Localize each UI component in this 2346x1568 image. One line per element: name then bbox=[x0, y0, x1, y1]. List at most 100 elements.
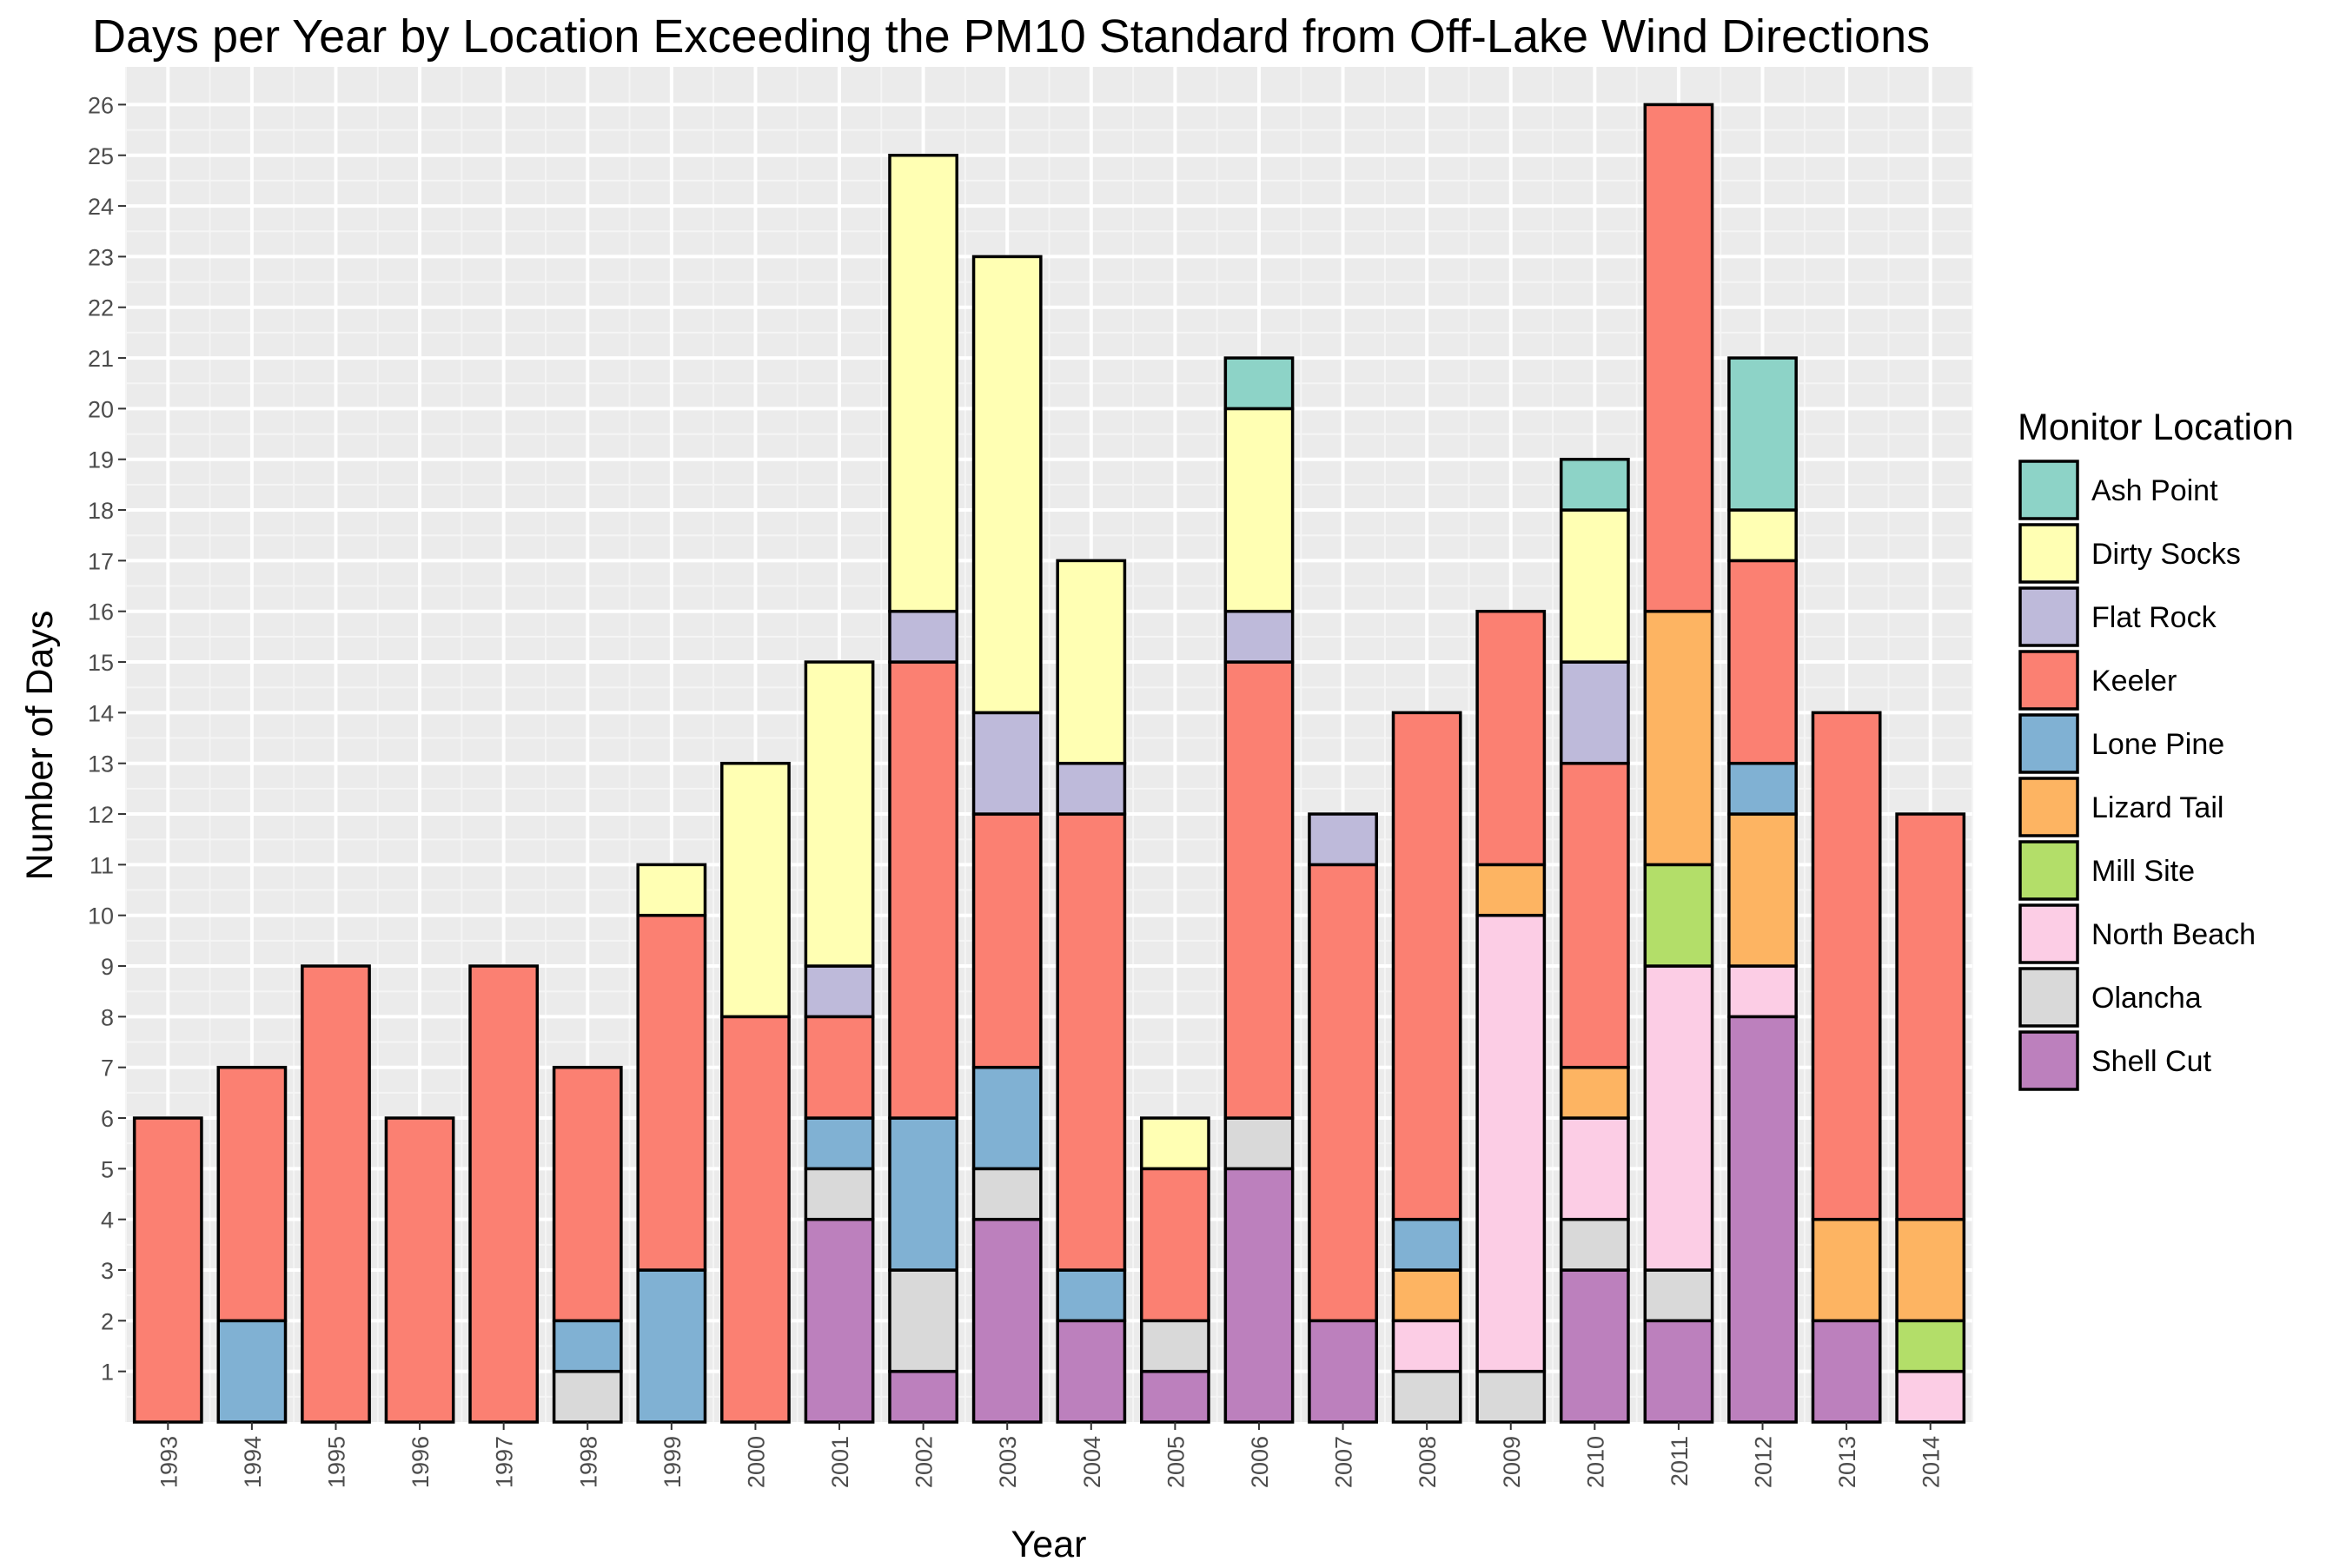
bar-segment bbox=[1727, 508, 1798, 563]
bar-segment bbox=[720, 1015, 791, 1424]
bar-segment bbox=[1811, 1217, 1882, 1323]
bar-segment bbox=[1643, 103, 1714, 613]
bar-segment bbox=[1643, 1319, 1714, 1424]
y-tick-label: 13 bbox=[88, 751, 114, 777]
y-tick-label: 10 bbox=[88, 903, 114, 930]
y-tick-label: 19 bbox=[88, 447, 114, 473]
x-tick-label: 1993 bbox=[156, 1436, 182, 1488]
legend-key bbox=[2018, 777, 2079, 837]
bar-segment bbox=[888, 1116, 959, 1272]
legend: Monitor Location Ash Point Dirty Socks Fla… bbox=[2018, 407, 2294, 1091]
legend-label: Shell Cut bbox=[2091, 1045, 2212, 1078]
y-tick-label: 18 bbox=[88, 498, 114, 524]
bar-segment bbox=[804, 1015, 875, 1120]
bar-segment bbox=[552, 1319, 623, 1373]
x-tick-label: 2005 bbox=[1163, 1436, 1189, 1488]
bar-segment bbox=[1391, 1268, 1462, 1323]
y-tick-label: 20 bbox=[88, 396, 114, 422]
bar-segment bbox=[384, 1116, 455, 1424]
x-tick-label: 2013 bbox=[1834, 1436, 1860, 1488]
legend-key bbox=[2018, 903, 2079, 964]
y-axis-title: Number of Days bbox=[19, 611, 61, 881]
bar-segment bbox=[971, 711, 1043, 816]
bar-segment bbox=[1895, 1217, 1966, 1323]
x-tick-label: 2008 bbox=[1415, 1436, 1441, 1488]
bar-segment bbox=[1391, 711, 1462, 1221]
bar-segment bbox=[1811, 711, 1882, 1221]
bar-segment bbox=[1223, 609, 1295, 664]
bar-segment bbox=[216, 1319, 288, 1424]
legend-key bbox=[2018, 460, 2079, 520]
x-tick-label: 1997 bbox=[492, 1436, 518, 1488]
bar-segment bbox=[971, 1065, 1043, 1171]
legend-label: Flat Rock bbox=[2091, 601, 2217, 634]
y-tick-label: 16 bbox=[88, 599, 114, 625]
bar-segment bbox=[552, 1065, 623, 1323]
bar-segment bbox=[552, 1369, 623, 1424]
bar-segment bbox=[1391, 1319, 1462, 1373]
bar-segment bbox=[636, 1268, 707, 1424]
bar-segment bbox=[888, 1268, 959, 1373]
bar-segment bbox=[1223, 356, 1295, 411]
x-tick-label: 2004 bbox=[1079, 1436, 1105, 1488]
bar-segment bbox=[216, 1065, 288, 1323]
x-tick-label: 2011 bbox=[1667, 1436, 1693, 1486]
bar-segment bbox=[132, 1116, 203, 1424]
x-tick-label: 2010 bbox=[1582, 1436, 1608, 1488]
bar-segment bbox=[1140, 1116, 1210, 1171]
bar-segment bbox=[1727, 812, 1798, 968]
y-tick-label: 22 bbox=[88, 295, 114, 321]
y-tick-label: 21 bbox=[88, 346, 114, 372]
bar-segment bbox=[804, 1116, 875, 1171]
x-tick-label: 2006 bbox=[1247, 1436, 1273, 1488]
y-tick-label: 17 bbox=[88, 548, 114, 574]
legend-label: Mill Site bbox=[2091, 855, 2195, 888]
bar-segment bbox=[301, 964, 371, 1424]
bar-segment bbox=[1056, 761, 1127, 816]
legend-key bbox=[2018, 1030, 2079, 1091]
bar-segment bbox=[1643, 609, 1714, 867]
legend-items: Ash Point Dirty Socks Flat Rock Keeler Lone … bbox=[2018, 460, 2256, 1091]
bar-segment bbox=[1056, 1268, 1127, 1323]
bar-segment bbox=[1895, 812, 1966, 1221]
bar-segment bbox=[1559, 1116, 1630, 1221]
x-tick-label: 2001 bbox=[827, 1436, 853, 1488]
y-tick-label: 11 bbox=[89, 852, 114, 878]
chart-title: Days per Year by Location Exceeding the … bbox=[92, 10, 1930, 63]
y-tick-label: 23 bbox=[88, 244, 114, 270]
x-tick-label: 2009 bbox=[1499, 1436, 1525, 1488]
bar-segment bbox=[1308, 1319, 1378, 1424]
legend-label: Lone Pine bbox=[2091, 728, 2224, 761]
bar-segment bbox=[1559, 1217, 1630, 1272]
legend-key bbox=[2018, 523, 2079, 584]
bar-segment bbox=[1391, 1369, 1462, 1424]
bar-segment bbox=[971, 1167, 1043, 1221]
legend-key bbox=[2018, 586, 2079, 647]
bar-segment bbox=[1727, 761, 1798, 816]
bar-segment bbox=[1727, 559, 1798, 765]
bar-segment bbox=[1056, 1319, 1127, 1424]
y-tick-label: 9 bbox=[101, 954, 114, 980]
y-axis-ticks: 1234567891011121314151617181920212223242… bbox=[88, 92, 126, 1386]
legend-title: Monitor Location bbox=[2018, 407, 2294, 448]
x-tick-label: 2003 bbox=[995, 1436, 1021, 1488]
y-tick-label: 26 bbox=[88, 92, 114, 118]
bar-segment bbox=[1140, 1369, 1210, 1424]
bar-segment bbox=[1223, 407, 1295, 613]
bar-segment bbox=[1727, 1015, 1798, 1424]
legend-label: Ash Point bbox=[2091, 474, 2218, 507]
bar-segment bbox=[636, 863, 707, 917]
legend-key bbox=[2018, 840, 2079, 901]
bar-segment bbox=[720, 761, 791, 1019]
bar-segment bbox=[1475, 913, 1547, 1373]
bar-segment bbox=[1811, 1319, 1882, 1424]
bar-segment bbox=[1559, 1268, 1630, 1424]
bar-segment bbox=[636, 913, 707, 1272]
x-tick-label: 1998 bbox=[575, 1436, 601, 1488]
y-tick-label: 14 bbox=[88, 700, 114, 726]
x-tick-label: 2007 bbox=[1331, 1436, 1357, 1488]
legend-key bbox=[2018, 967, 2079, 1028]
legend-key bbox=[2018, 650, 2079, 711]
